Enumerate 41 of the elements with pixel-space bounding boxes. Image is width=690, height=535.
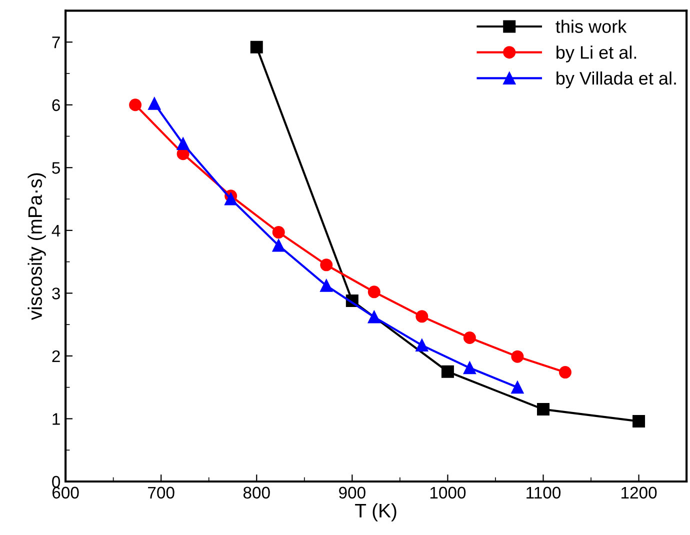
point <box>250 40 263 54</box>
y-tick-label: 4 <box>52 224 60 236</box>
point <box>511 381 524 394</box>
point <box>129 98 142 112</box>
y-tick-label: 7 <box>52 36 60 48</box>
point <box>536 403 550 416</box>
point <box>368 310 380 324</box>
point <box>463 362 476 374</box>
point <box>272 239 285 252</box>
point <box>416 310 428 323</box>
y-tick-label: 0 <box>52 476 60 488</box>
x-tick-label: 700 <box>148 486 174 499</box>
y-tick-label: 6 <box>52 99 60 112</box>
point <box>511 350 524 363</box>
point <box>320 258 333 272</box>
y-tick-label: 2 <box>52 350 60 362</box>
x-axis-title: T (K) <box>355 503 396 522</box>
point <box>463 332 476 344</box>
point <box>320 279 333 292</box>
y-tick-label: 1 <box>52 413 60 425</box>
x-tick-label: 1200 <box>622 486 657 499</box>
x-tick-label: 900 <box>339 486 366 499</box>
y-axis-title: viscosity (mPa·s) <box>28 173 46 320</box>
point <box>148 97 161 110</box>
point <box>416 339 428 352</box>
x-tick-label: 800 <box>243 486 270 499</box>
point <box>224 192 238 206</box>
y-tick-label: 3 <box>52 288 60 300</box>
legend-label: this work <box>556 20 627 33</box>
point <box>368 286 380 298</box>
x-tick-label: 1100 <box>526 486 561 499</box>
point <box>558 366 572 379</box>
legend-label: by Li et al. <box>556 46 636 62</box>
point <box>441 365 454 378</box>
legend-label: by Villada et al. <box>556 71 676 88</box>
x-tick-label: 1000 <box>430 486 466 499</box>
point <box>632 414 646 428</box>
y-tick-label: 5 <box>52 162 60 174</box>
x-tick-label: 600 <box>52 486 79 499</box>
point <box>176 138 190 150</box>
point <box>272 226 285 239</box>
